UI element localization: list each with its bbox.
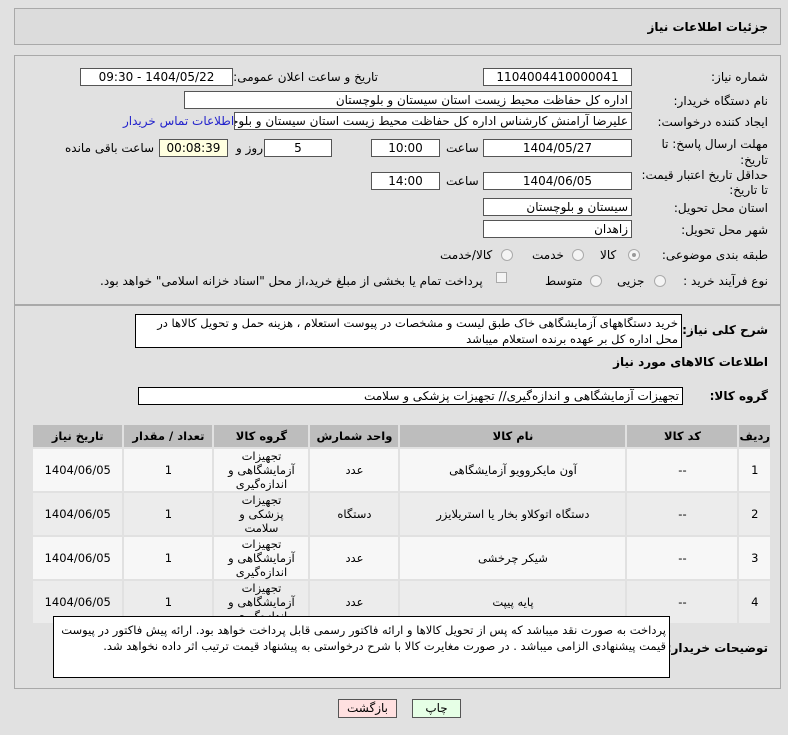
treasury-text: پرداخت تمام یا بخشی از مبلغ خرید،از محل … [100, 274, 483, 288]
qty-cell: 1 [124, 493, 213, 535]
days-remaining-field: 5 [264, 139, 332, 157]
time-remaining-label: ساعت باقی مانده [65, 141, 155, 155]
unit-cell: دستگاه [310, 493, 399, 535]
row-number-cell: 3 [739, 537, 770, 579]
category-option-service: خدمت [532, 248, 564, 262]
col-name: نام کالا [400, 425, 626, 447]
goods-group-field: تجهیزات آزمایشگاهی و اندازه‌گیری// تجهیز… [138, 387, 683, 405]
validity-time-label: ساعت [446, 174, 479, 188]
buyer-field: اداره کل حفاظت محیط زیست استان سیستان و … [184, 91, 632, 109]
code-cell: -- [627, 449, 738, 491]
city-label: شهر محل تحویل: [681, 223, 768, 237]
goods-heading: اطلاعات کالاهای مورد نیاز [613, 355, 768, 369]
category-option-goods: کالا [600, 248, 617, 262]
validity-label: حداقل تاریخ اعتبار قیمت: تا تاریخ: [641, 168, 768, 198]
creator-label: ایجاد کننده درخواست: [657, 115, 768, 129]
buyer-notes-label: توضیحات خریدار: [666, 641, 768, 655]
province-field: سیستان و بلوچستان [483, 198, 632, 216]
table-header-row: ردیف کد کالا نام کالا واحد شمارش گروه کا… [33, 425, 770, 447]
validity-label-line1: حداقل تاریخ اعتبار قیمت: [641, 168, 768, 182]
back-button[interactable]: بازگشت [338, 699, 397, 718]
city-field: زاهدان [483, 220, 632, 238]
validity-time-field: 14:00 [371, 172, 440, 190]
goods-table: ردیف کد کالا نام کالا واحد شمارش گروه کا… [31, 423, 772, 625]
print-button[interactable]: چاپ [412, 699, 461, 718]
group-cell: تجهیزات آزمایشگاهی و اندازه‌گیری [214, 537, 309, 579]
contact-buyer-link[interactable]: اطلاعات تماس خریدار [123, 114, 235, 128]
buyer-label: نام دستگاه خریدار: [673, 94, 769, 108]
unit-cell: عدد [310, 449, 399, 491]
category-radio-goods[interactable] [628, 249, 640, 261]
validity-date-field: 1404/06/05 [483, 172, 632, 190]
code-cell: -- [627, 537, 738, 579]
col-row-number: ردیف [739, 425, 770, 447]
deadline-time-field: 10:00 [371, 139, 440, 157]
date-cell: 1404/06/05 [33, 493, 123, 535]
process-radio-medium[interactable] [590, 275, 602, 287]
category-option-goods-service: کالا/خدمت [440, 248, 493, 262]
group-cell: تجهیزات آزمایشگاهی و اندازه‌گیری [214, 449, 309, 491]
row-number-cell: 1 [739, 449, 770, 491]
table-row: 2 -- دستگاه اتوکلاو بخار یا استریلایزر دستگ… [33, 493, 770, 535]
validity-label-line2: تا تاریخ: [729, 183, 768, 197]
name-cell: شیکر چرخشی [400, 537, 626, 579]
table-row: 1 -- آون مایکروویو آزمایشگاهی عدد تجهیزات آز… [33, 449, 770, 491]
qty-cell: 1 [124, 449, 213, 491]
announce-label: تاریخ و ساعت اعلان عمومی: [233, 70, 378, 84]
days-label: روز و [236, 141, 263, 155]
goods-group-label: گروه کالا: [709, 389, 768, 403]
date-cell: 1404/06/05 [33, 537, 123, 579]
deadline-date-field: 1404/05/27 [483, 139, 632, 157]
process-label: نوع فرآیند خرید : [683, 274, 768, 288]
date-cell: 1404/06/05 [33, 449, 123, 491]
col-qty: تعداد / مقدار [124, 425, 213, 447]
col-code: کد کالا [627, 425, 738, 447]
header-bar: جزئیات اطلاعات نیاز [14, 8, 781, 45]
row-number-cell: 4 [739, 581, 770, 623]
announce-field: 1404/05/22 - 09:30 [80, 68, 233, 86]
col-group: گروه کالا [214, 425, 309, 447]
unit-cell: عدد [310, 537, 399, 579]
name-cell: آون مایکروویو آزمایشگاهی [400, 449, 626, 491]
row-number-cell: 2 [739, 493, 770, 535]
description-textarea[interactable]: خرید دستگاههای آزمایشگاهی خاک طبق لیست و… [135, 314, 682, 348]
province-label: استان محل تحویل: [673, 201, 768, 215]
process-option-minor: جزیی [617, 274, 645, 288]
page-title: جزئیات اطلاعات نیاز [647, 20, 768, 34]
col-date: تاریخ نیاز [33, 425, 123, 447]
deadline-time-label: ساعت [446, 141, 479, 155]
category-radio-service[interactable] [572, 249, 584, 261]
category-label: طبقه بندی موضوعی: [661, 248, 768, 262]
need-number-field: 1104004410000041 [483, 68, 632, 86]
creator-field: علیرضا آرامنش کارشناس اداره کل حفاظت محی… [234, 112, 632, 130]
treasury-checkbox[interactable] [496, 272, 507, 283]
description-label: شرح کلی نیاز: [682, 323, 768, 337]
process-option-medium: متوسط [545, 274, 583, 288]
deadline-label-line2: تاریخ: [740, 153, 768, 167]
time-remaining-field: 00:08:39 [159, 139, 228, 157]
buyer-notes-textarea[interactable]: پرداخت به صورت نقد میباشد که پس از تحویل… [53, 616, 670, 678]
category-radio-goods-service[interactable] [501, 249, 513, 261]
process-radio-minor[interactable] [654, 275, 666, 287]
group-cell: تجهیزات پزشکی و سلامت [214, 493, 309, 535]
need-number-label: شماره نیاز: [711, 70, 768, 84]
deadline-label: مهلت ارسال پاسخ: تا تاریخ: [661, 136, 768, 168]
deadline-label-line1: مهلت ارسال پاسخ: تا [661, 137, 768, 151]
qty-cell: 1 [124, 537, 213, 579]
code-cell: -- [627, 493, 738, 535]
table-row: 3 -- شیکر چرخشی عدد تجهیزات آزمایشگاهی و اند… [33, 537, 770, 579]
col-unit: واحد شمارش [310, 425, 399, 447]
name-cell: دستگاه اتوکلاو بخار یا استریلایزر [400, 493, 626, 535]
